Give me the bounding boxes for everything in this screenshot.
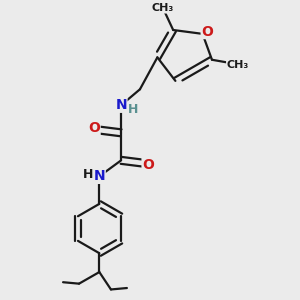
Text: O: O bbox=[88, 122, 100, 136]
Text: N: N bbox=[115, 98, 127, 112]
Text: N: N bbox=[94, 169, 105, 183]
Text: CH₃: CH₃ bbox=[152, 3, 174, 13]
Text: O: O bbox=[142, 158, 154, 172]
Text: O: O bbox=[201, 25, 213, 38]
Text: H: H bbox=[128, 103, 138, 116]
Text: H: H bbox=[83, 168, 94, 182]
Text: CH₃: CH₃ bbox=[226, 60, 249, 70]
